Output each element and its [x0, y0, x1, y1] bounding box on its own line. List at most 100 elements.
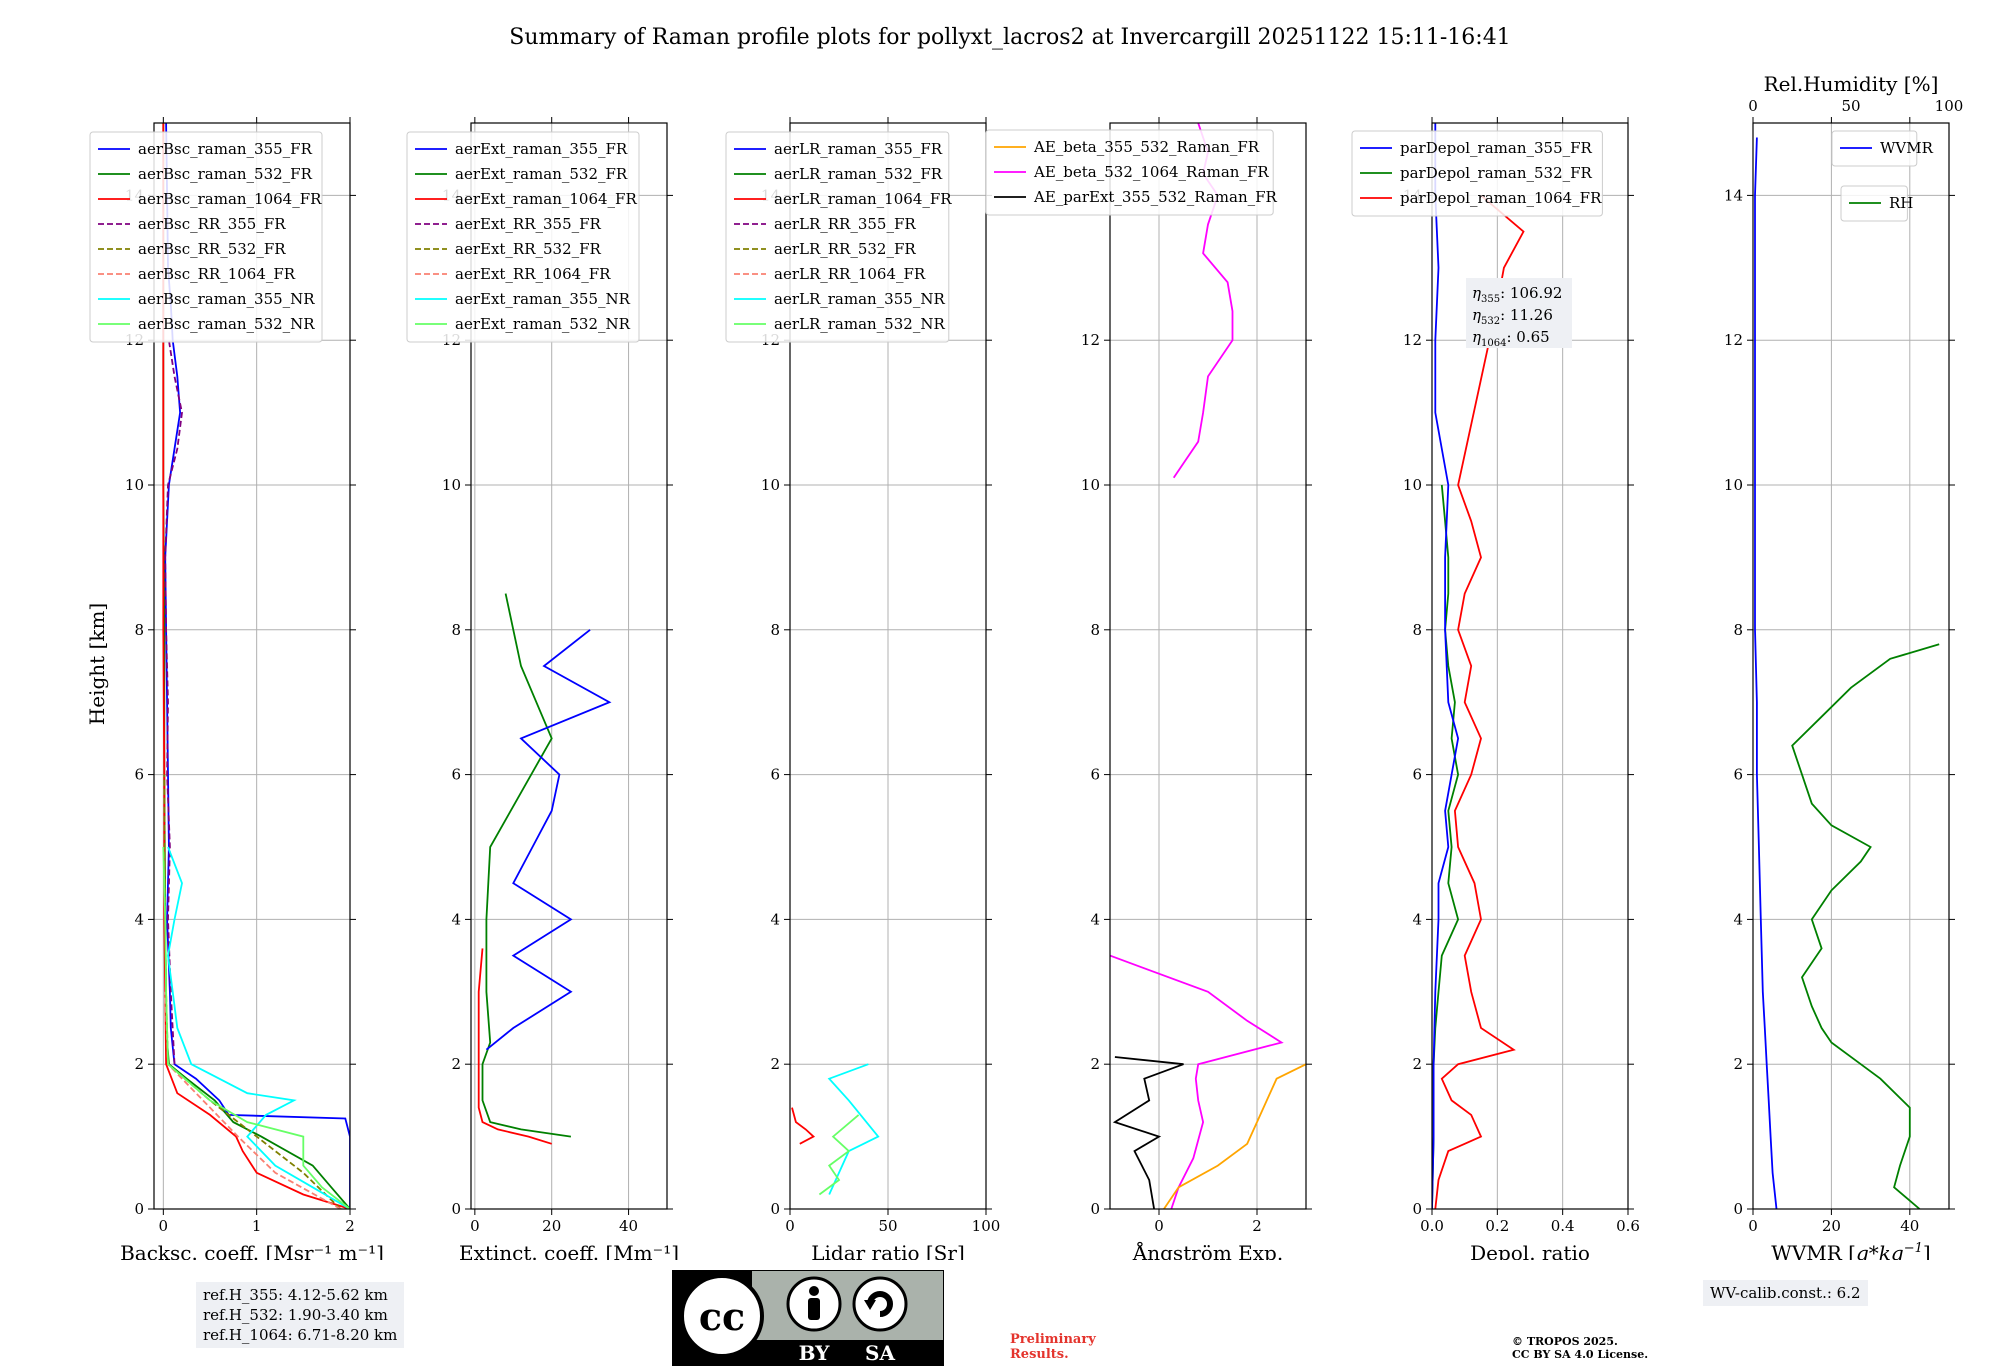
- person-body-icon: [808, 1298, 820, 1320]
- x-axis-label: WVMR [g*kg−1]: [1771, 1241, 1930, 1260]
- series-parDepol_raman_1064_FR: [1434, 194, 1525, 1209]
- x-label-unit: g*kg: [1856, 1241, 1904, 1260]
- y-tick-label: 4: [1733, 910, 1743, 928]
- y-tick-label: 10: [1403, 476, 1422, 494]
- panel-2: 0204002468101214Extinct. coeff. [Mm⁻¹]ae…: [406, 117, 679, 1260]
- share-alike-arrowhead-icon: [864, 1300, 876, 1310]
- y-tick-label: 6: [1090, 766, 1100, 784]
- y-tick-label: 2: [1412, 1055, 1422, 1073]
- y-tick-label: 10: [1081, 476, 1100, 494]
- cc-circle-icon: [680, 1274, 764, 1358]
- panel-frame: [1109, 122, 1307, 1210]
- series-aerBsc_raman_532_NR: [162, 846, 350, 1209]
- legend-label: aerLR_RR_355_FR: [774, 215, 916, 233]
- panels-group: 01202468101214Backsc. coeff. [Msr⁻¹ m⁻¹]…: [89, 72, 1963, 1260]
- series-AE_beta_532_1064_Raman_FR: [1110, 954, 1284, 1209]
- ref-height-355: ref.H_355: 4.12-5.62 km: [203, 1286, 388, 1304]
- copyright-note: © TROPOS 2025. CC BY SA 4.0 License.: [1512, 1335, 1648, 1361]
- y-tick-label: 8: [1412, 621, 1422, 639]
- legend-label: aerExt_raman_532_FR: [455, 165, 628, 183]
- y-tick-label: 8: [451, 621, 461, 639]
- series-aerBsc_raman_1064_FR: [162, 123, 350, 1209]
- legend-label: aerLR_RR_1064_FR: [774, 265, 926, 283]
- panel-2-series: [477, 593, 612, 1145]
- series-AE_parExt_355_532_Raman_FR: [1112, 1056, 1184, 1209]
- x-tick-label: 2: [1252, 1217, 1262, 1235]
- eta-subscript: 355: [1481, 294, 1500, 305]
- eta-annotation-line: η355: 106.92: [1472, 284, 1562, 305]
- y-tick-label: 6: [1733, 766, 1743, 784]
- y-tick-label: 2: [770, 1055, 780, 1073]
- y-tick-label: 8: [770, 621, 780, 639]
- legend-label: aerExt_RR_1064_FR: [455, 265, 611, 283]
- legend-label: aerLR_raman_532_FR: [774, 165, 943, 183]
- eta-annotation-line: η532: 11.26: [1472, 306, 1553, 327]
- legend-panel-2: aerExt_raman_355_FR aerExt_raman_532_FRae…: [406, 131, 640, 343]
- x-axis-label: Ångström Exp.: [1132, 1240, 1283, 1260]
- eta-subscript: 532: [1481, 316, 1500, 327]
- y-tick-label: 0: [1733, 1200, 1743, 1218]
- x-tick-label: 0.4: [1551, 1217, 1575, 1235]
- legend-label: parDepol_raman_355_FR: [1400, 139, 1593, 157]
- preliminary-line-2: Results.: [1010, 1347, 1069, 1362]
- legend-label: aerBsc_RR_355_FR: [138, 215, 286, 233]
- y-tick-label: 0: [1412, 1200, 1422, 1218]
- x2-axis-label: Rel.Humidity [%]: [1764, 72, 1939, 96]
- eta-symbol: η: [1472, 328, 1481, 346]
- y-tick-label: 12: [1081, 331, 1100, 349]
- y-tick-label: 2: [1090, 1055, 1100, 1073]
- y-tick-label: 4: [770, 910, 780, 928]
- legend-label: aerLR_RR_532_FR: [774, 240, 916, 258]
- eta-value: : 11.26: [1500, 306, 1553, 324]
- legend-label: aerExt_raman_532_NR: [455, 315, 631, 333]
- y-tick-label: 12: [1403, 331, 1422, 349]
- x2-tick-label: 50: [1841, 97, 1860, 115]
- panel-4-background: [1110, 123, 1306, 1209]
- series-aerLR_raman_532_NR: [818, 1114, 860, 1196]
- x-tick-label: 0.0: [1420, 1217, 1444, 1235]
- y-tick-label: 10: [442, 476, 461, 494]
- y-tick-label: 4: [1090, 910, 1100, 928]
- y-tick-label: 10: [761, 476, 780, 494]
- y-tick-label: 6: [1412, 766, 1422, 784]
- y-tick-label: 6: [770, 766, 780, 784]
- copyright-line-2: CC BY SA 4.0 License.: [1512, 1348, 1649, 1361]
- legend-label: aerLR_raman_1064_FR: [774, 190, 952, 208]
- series-aerBsc_RR_1064_FR: [164, 991, 342, 1209]
- legend-label: AE_beta_532_1064_Raman_FR: [1033, 163, 1269, 181]
- panel-1: 01202468101214Backsc. coeff. [Msr⁻¹ m⁻¹]…: [89, 117, 384, 1260]
- x-tick-label: 40: [1900, 1217, 1919, 1235]
- figure-title: Summary of Raman profile plots for polly…: [509, 25, 1510, 50]
- reference-height-box: ref.H_355: 4.12-5.62 km ref.H_532: 1.90-…: [196, 1282, 405, 1348]
- y-tick-label: 0: [1090, 1200, 1100, 1218]
- panel-3-series: [791, 1063, 880, 1196]
- legend-label: parDepol_raman_1064_FR: [1400, 189, 1602, 207]
- series-aerExt_raman_532_FR: [481, 593, 572, 1138]
- eta-annotation-box: [1466, 278, 1572, 348]
- x-tick-label: 2: [345, 1217, 355, 1235]
- legend-label: aerLR_raman_532_NR: [774, 315, 945, 333]
- eta-value: : 106.92: [1500, 284, 1562, 302]
- y-tick-label: 4: [1412, 910, 1422, 928]
- legend-label: aerBsc_raman_532_FR: [138, 165, 313, 183]
- x-tick-label: 50: [878, 1217, 897, 1235]
- legend-panel-2-frame: [406, 131, 640, 343]
- y-tick-label: 4: [134, 910, 144, 928]
- legend-label: aerExt_RR_355_FR: [455, 215, 602, 233]
- person-head-icon: [809, 1286, 819, 1296]
- series-aerBsc_RR_355_FR: [164, 340, 183, 1065]
- series-AE_beta_355_532_Raman_FR: [1163, 1063, 1306, 1209]
- ref-height-532: ref.H_532: 1.90-3.40 km: [203, 1306, 388, 1324]
- copyright-line-1: © TROPOS 2025.: [1512, 1335, 1618, 1348]
- y-tick-label: 12: [1724, 331, 1743, 349]
- y-tick-label: 0: [451, 1200, 461, 1218]
- legend-label: aerBsc_raman_532_NR: [138, 315, 315, 333]
- legend-label: aerExt_RR_532_FR: [455, 240, 602, 258]
- x-tick-label: 0.2: [1485, 1217, 1509, 1235]
- y-tick-label: 8: [134, 621, 144, 639]
- panel-5-series: [1432, 123, 1525, 1209]
- panel-4-series: [1110, 123, 1306, 1209]
- panel-6-background: [1753, 123, 1949, 1209]
- x-label-end: ]: [1923, 1241, 1931, 1260]
- legend-panel-6-frame: [1831, 130, 1918, 167]
